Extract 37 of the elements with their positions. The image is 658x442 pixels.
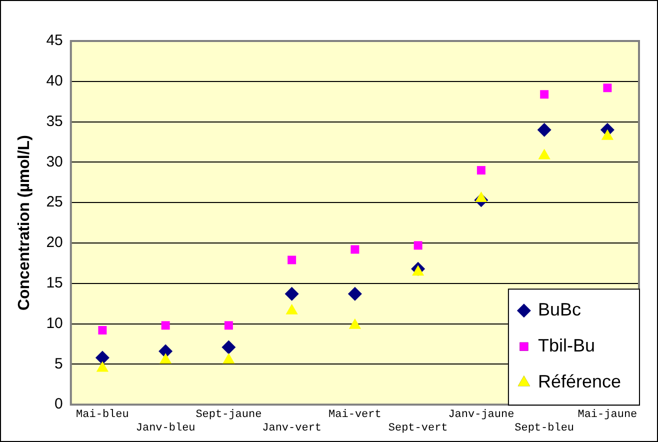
point [98,326,107,335]
point [350,245,360,254]
y-tick-label: 30 [46,153,63,170]
x-tick-label: Janv-jaune [448,409,514,422]
legend-label: Référence [538,372,622,392]
point [414,241,422,250]
point [288,256,296,264]
y-tick-label: 0 [54,396,63,413]
point [284,286,299,301]
x-tick-label: Sept-jaune [196,409,262,422]
y-tick-label: 25 [46,194,63,211]
x-tick-label: Mai-vert [328,409,382,422]
y-tick-label: 20 [46,234,63,252]
point [222,340,236,354]
point [95,350,110,365]
y-axis-title: Concentration (µmol/L) [16,135,34,311]
x-tick-label: Janv-bleu [136,422,196,434]
point [161,321,170,330]
x-tick-label: Sept-bleu [514,422,574,434]
x-tick-label: Sept-vert [388,422,448,434]
legend-label: Tbil-Bu [538,336,595,356]
y-tick-label: 45 [46,32,63,50]
point [603,84,612,92]
y-tick-label: 40 [46,72,63,90]
x-tick-label: Mai-jaune [578,409,638,422]
y-tick-label: 5 [54,355,63,372]
x-tick-label: Janv-vert [262,422,322,434]
legend-label: BuBc [538,300,581,320]
y-tick-label: 10 [46,314,63,332]
y-tick-label: 35 [46,112,63,130]
point [348,286,362,301]
y-tick-label: 15 [46,274,63,292]
point [540,90,549,99]
x-tick-label: Mai-bleu [76,409,129,422]
point [537,122,552,137]
point [224,321,233,330]
point [476,166,486,175]
